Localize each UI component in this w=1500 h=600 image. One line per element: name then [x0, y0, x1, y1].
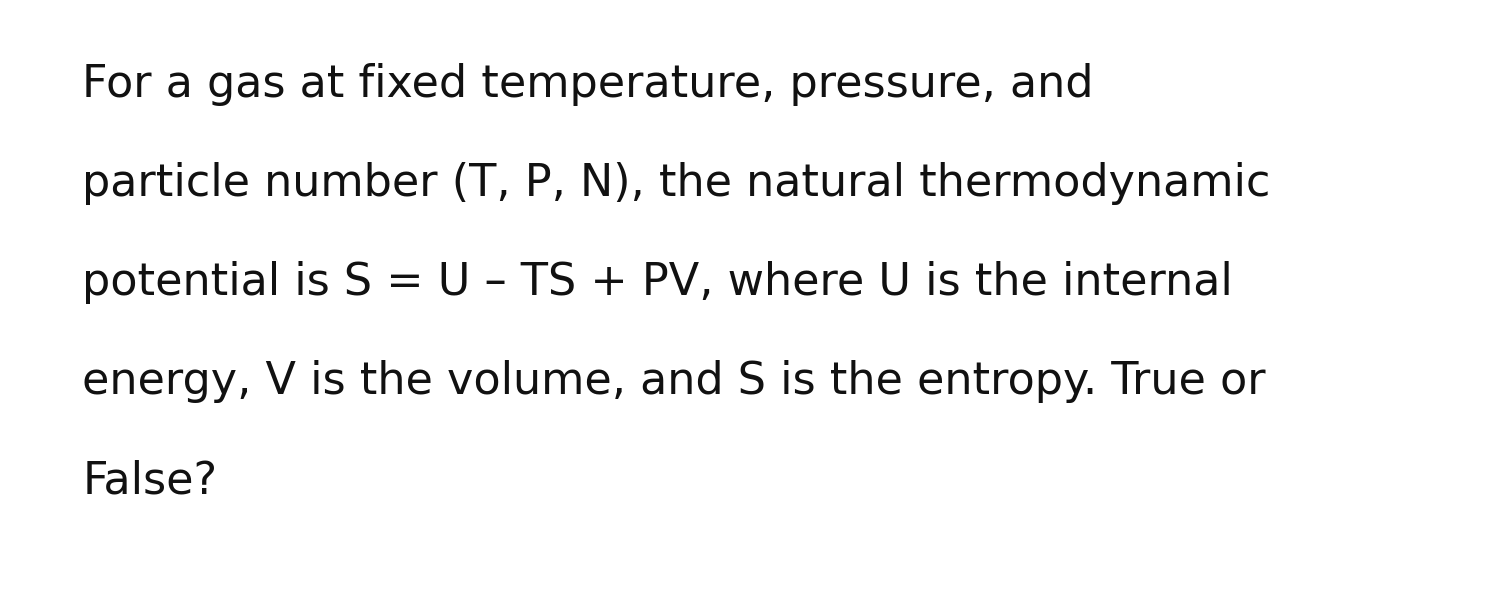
Text: For a gas at fixed temperature, pressure, and: For a gas at fixed temperature, pressure… — [82, 63, 1094, 106]
Text: particle number (T, P, N), the natural thermodynamic: particle number (T, P, N), the natural t… — [82, 162, 1270, 205]
Text: potential is S = U – TS + PV, where U is the internal: potential is S = U – TS + PV, where U is… — [82, 261, 1233, 304]
Text: energy, V is the volume, and S is the entropy. True or: energy, V is the volume, and S is the en… — [82, 360, 1266, 403]
Text: False?: False? — [82, 459, 218, 502]
